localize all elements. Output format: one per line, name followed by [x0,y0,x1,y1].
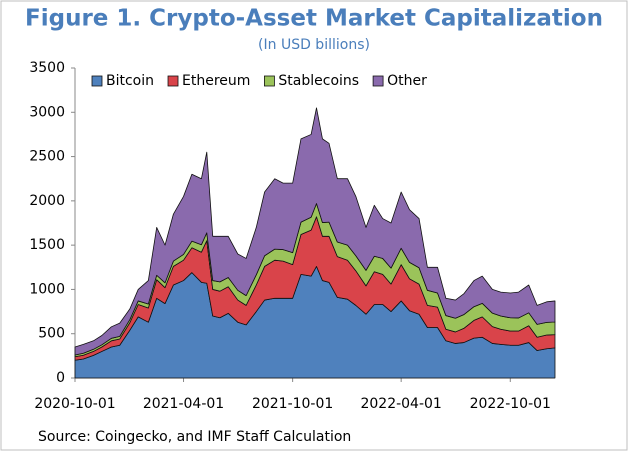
legend-label: Stablecoins [278,73,359,89]
x-tick-label: 2020-10-01 [34,396,115,412]
y-tick-label: 3500 [29,60,65,76]
legend-swatch [372,75,384,87]
x-tick-label: 2021-10-01 [252,396,333,412]
chart-subtitle: (In USD billions) [258,37,370,53]
area [74,107,556,356]
legend-swatch [167,75,179,87]
legend-label: Other [387,73,427,89]
y-tick-label: 0 [56,370,65,386]
y-tick-label: 2000 [29,193,65,209]
legend-label: Ethereum [182,73,250,89]
legend-label: Bitcoin [106,73,154,89]
y-tick-label: 2500 [29,149,65,165]
legend-swatch [264,75,275,87]
x-tick-label: 2022-04-01 [360,396,441,412]
y-tick-label: 3000 [29,104,65,120]
x-tick-label: 2021-04-01 [143,396,224,412]
y-tick-label: 500 [38,326,65,342]
x-tick-label: 2022-10-01 [470,396,551,412]
y-tick-label: 1000 [29,281,65,297]
legend-swatch [91,75,103,87]
chart-title: Figure 1. Crypto-Asset Market Capitaliza… [25,6,603,32]
source-note: Source: Coingecko, and IMF Staff Calcula… [38,429,351,445]
y-tick-label: 1500 [29,237,65,253]
